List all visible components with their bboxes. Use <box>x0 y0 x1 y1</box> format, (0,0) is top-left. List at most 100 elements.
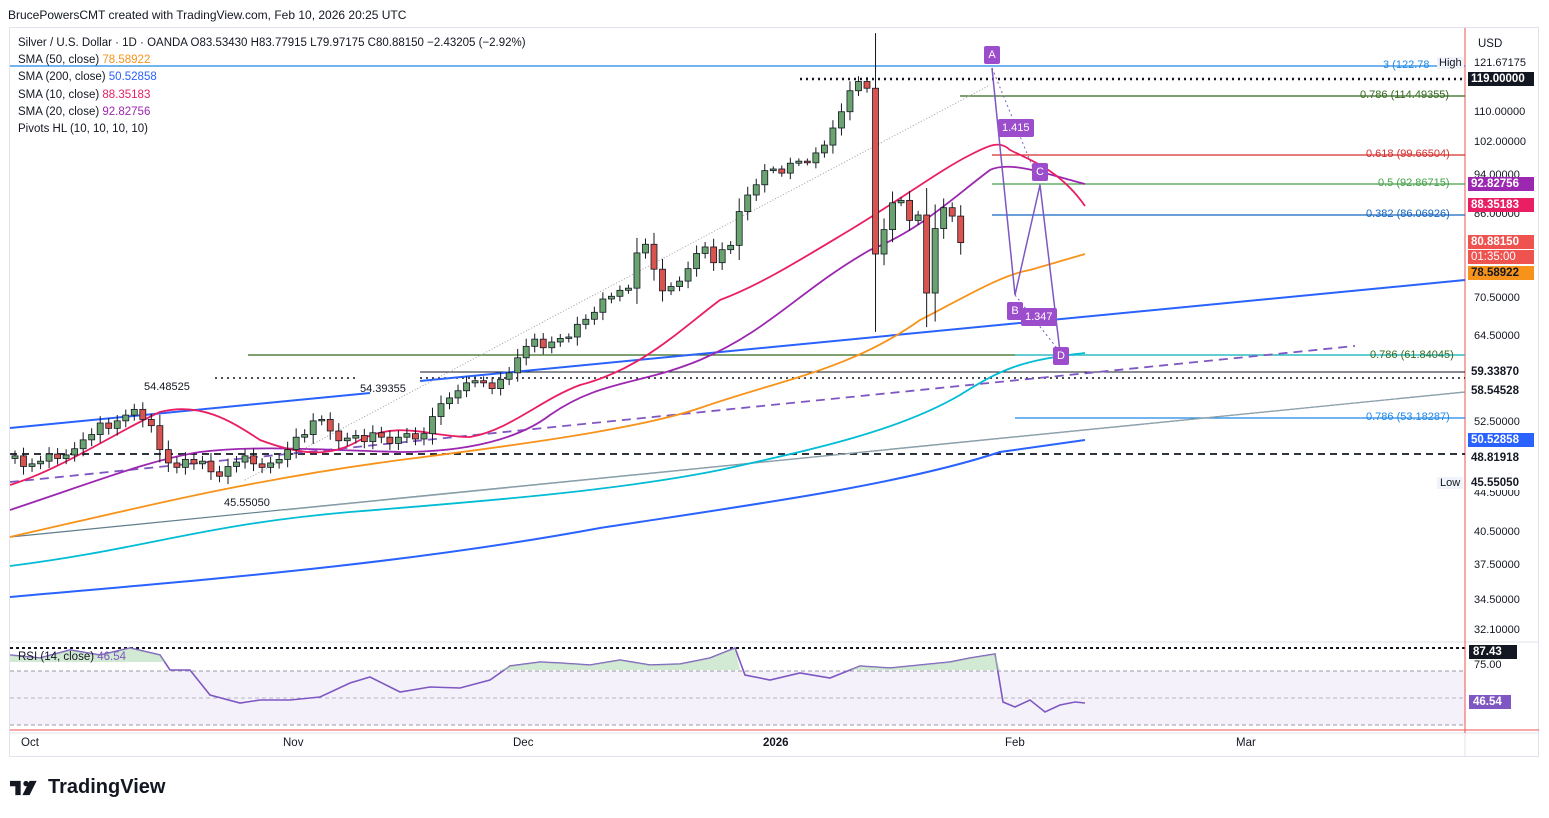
candle-up <box>625 287 632 291</box>
candle-up <box>889 202 896 231</box>
candle-up <box>701 246 709 254</box>
candle-up <box>531 338 539 347</box>
candle-up <box>821 144 828 154</box>
rsi-overbought-fill-2 <box>500 648 740 670</box>
candles-group <box>11 33 965 485</box>
candle-up <box>454 390 462 399</box>
pattern-ratio-1[interactable]: 1.415 <box>998 119 1034 137</box>
symbol-title[interactable]: Silver / U.S. Dollar · 1D · OANDA <box>18 37 188 49</box>
candle-down <box>778 168 786 174</box>
pivot-high-label-2: 54.39355 <box>360 383 406 395</box>
candle-up <box>71 448 79 456</box>
price-badge: 59.33870 <box>1468 365 1534 379</box>
time-label-2026: 2026 <box>763 737 789 749</box>
candle-down <box>957 215 965 244</box>
candle-up <box>838 111 845 129</box>
pattern-point-d[interactable]: D <box>1053 347 1069 365</box>
candle-up <box>437 403 445 417</box>
price-badge: 80.88150 <box>1468 235 1534 249</box>
candle-up <box>522 345 530 359</box>
pattern-point-a[interactable]: A <box>984 46 1000 64</box>
candle-up <box>267 462 275 468</box>
candle-up <box>403 433 411 438</box>
price-badge: 58.54528 <box>1468 384 1534 398</box>
legend-pivots[interactable]: Pivots HL (10, 10, 10, 10) <box>18 123 148 136</box>
rsi-label: RSI (14, close) <box>18 651 95 663</box>
candle-up <box>897 199 905 204</box>
candle-up <box>642 243 649 254</box>
legend-sma200[interactable]: SMA (200, close) 50.52858 <box>18 71 157 84</box>
candle-up <box>471 380 479 384</box>
candle-up <box>301 434 309 438</box>
legend-sma20[interactable]: SMA (20, close) 92.82756 <box>18 105 151 118</box>
candle-up <box>752 184 760 196</box>
time-label-dec: Dec <box>513 737 534 749</box>
pattern-point-c[interactable]: C <box>1032 163 1048 181</box>
candle-up <box>318 419 326 422</box>
candle-up <box>565 336 573 339</box>
candle-up <box>233 461 240 467</box>
candle-up <box>744 194 752 212</box>
fib-786-cyan-label: 0.786 (61.84045) <box>1370 349 1454 361</box>
candle-down <box>54 453 61 459</box>
candle-down <box>948 207 956 217</box>
cyan-ma-line <box>9 352 1086 567</box>
candle-up <box>446 397 453 405</box>
price-tick-label: 44.50000 <box>1474 487 1520 499</box>
candle-up <box>292 436 300 451</box>
candle-down <box>147 419 155 427</box>
price-badge: 92.82756 <box>1468 177 1534 191</box>
candle-down <box>164 449 172 464</box>
candle-up <box>497 378 505 389</box>
rsi-top-badge: 87.43 <box>1469 645 1517 659</box>
candle-up <box>599 298 607 313</box>
price-tick-label: 110.00000 <box>1474 106 1526 118</box>
candle-down <box>250 455 257 465</box>
candle-up <box>122 414 130 422</box>
candle-up <box>769 168 777 172</box>
price-badge: 45.55050 <box>1468 476 1534 490</box>
candle-up <box>667 286 675 292</box>
candle-up <box>241 455 249 463</box>
candle-down <box>488 382 496 390</box>
candle-down <box>335 430 343 442</box>
candle-up <box>727 244 735 251</box>
pattern-point-b[interactable]: B <box>1007 302 1023 320</box>
candle-down <box>923 214 931 294</box>
candle-up <box>130 408 138 416</box>
price-badge: 01:35:00 <box>1468 250 1534 264</box>
candle-up <box>181 458 189 468</box>
candle-up <box>96 422 104 435</box>
candle-up <box>309 420 317 435</box>
price-axis[interactable]: USD <box>1466 28 1539 733</box>
tradingview-logo-icon <box>10 780 37 795</box>
candle-up <box>761 170 769 186</box>
fib-786-label: 0.786 (114.49355) <box>1360 89 1450 101</box>
time-axis[interactable]: Oct Nov Dec 2026 Feb Mar <box>10 737 1465 753</box>
candle-up <box>505 372 513 380</box>
brand-name: TradingView <box>48 776 166 798</box>
candle-down <box>20 455 27 467</box>
candle-down <box>659 268 666 292</box>
price-badge: 78.58922 <box>1468 266 1534 280</box>
brand[interactable]: TradingView <box>10 776 165 799</box>
candle-up <box>224 466 232 477</box>
candle-up <box>113 420 121 429</box>
legend-sma50[interactable]: SMA (50, close) 78.58922 <box>18 54 151 67</box>
candle-up <box>914 214 922 221</box>
price-tick-label: 34.50000 <box>1474 594 1520 606</box>
sma50-value: 78.58922 <box>102 54 151 67</box>
candle-up <box>846 90 854 113</box>
candle-up <box>931 228 939 294</box>
price-tick-label: 64.50000 <box>1474 330 1520 342</box>
header-attribution: BrucePowersCMT created with TradingView.… <box>8 8 407 22</box>
upper-trendline-left <box>9 392 371 429</box>
price-tick-label: 102.00000 <box>1474 136 1526 148</box>
candle-up <box>343 437 351 442</box>
candle-up <box>676 280 683 287</box>
rsi-legend[interactable]: RSI (14, close) 46.54 <box>18 651 126 663</box>
legend-sma10[interactable]: SMA (10, close) 88.35183 <box>18 88 151 101</box>
candle-up <box>352 435 360 439</box>
pattern-ratio-2[interactable]: 1.347 <box>1021 308 1057 326</box>
